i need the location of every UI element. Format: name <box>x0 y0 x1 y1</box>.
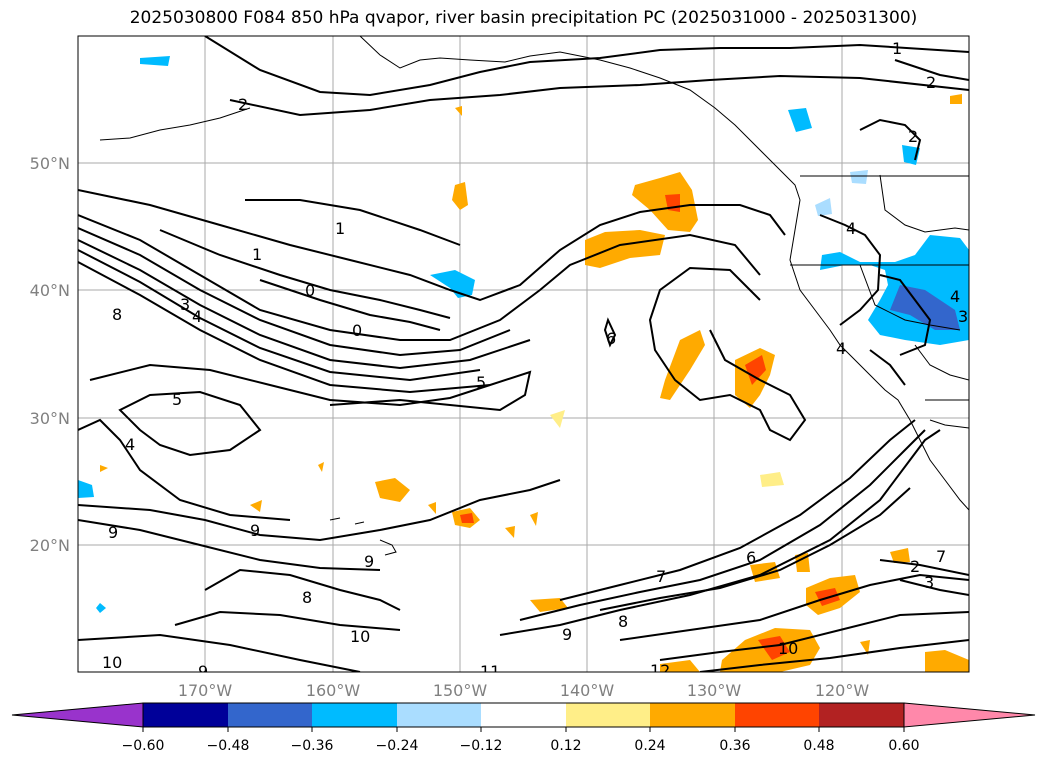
contour-label: 0 <box>305 281 315 300</box>
map-area <box>78 36 969 672</box>
colorbar-tick-label: −0.60 <box>122 738 165 754</box>
latitude-labels: 50°N 40°N 30°N 20°N <box>30 154 70 555</box>
contour-label: 1 <box>252 245 262 264</box>
contour-label: 3 <box>958 307 968 326</box>
lon-label-140w: 140°W <box>560 681 615 700</box>
contour-label: 9 <box>198 662 208 681</box>
contour-label: 9 <box>250 521 260 540</box>
contour-label: 3 <box>924 573 934 592</box>
contour-label: 11 <box>480 662 500 681</box>
lat-label-20n: 20°N <box>30 536 70 555</box>
contour-label: 2 <box>910 557 920 576</box>
contour-label: 12 <box>650 661 670 680</box>
contour-label: 8 <box>302 588 312 607</box>
lon-label-160w: 160°W <box>306 681 361 700</box>
contour-label: 5 <box>476 373 486 392</box>
contour-label: 2 <box>238 95 248 114</box>
colorbar-bin <box>819 703 904 727</box>
contour-label: 5 <box>172 390 182 409</box>
colorbar-bin <box>397 703 481 727</box>
contour-labels: 1 2 2 2 1 0 0 3 4 8 5 5 4 6 9 9 9 8 10 1… <box>102 39 968 681</box>
contour-label: 1 <box>892 39 902 58</box>
colorbar-bin <box>650 703 735 727</box>
colorbar-tick-label: 0.36 <box>719 738 750 754</box>
contour-label: 7 <box>936 547 946 566</box>
contour-label: 1 <box>335 219 345 238</box>
map-border <box>77 35 970 673</box>
colorbar: −0.60 −0.48 −0.36 −0.24 −0.12 0.12 0.24 … <box>11 702 1036 754</box>
colorbar-tick-label: −0.24 <box>376 738 419 754</box>
colorbar-tick-label: 0.60 <box>888 738 919 754</box>
colorbar-bin <box>735 703 819 727</box>
colorbar-tick-marks <box>142 727 905 732</box>
lat-label-40n: 40°N <box>30 281 70 300</box>
contour-label: 2 <box>908 127 918 146</box>
colorbar-tick-label: 0.24 <box>634 738 665 754</box>
contour-label: 8 <box>618 612 628 631</box>
colorbar-tick-label: 0.12 <box>550 738 581 754</box>
longitude-labels: 170°W 160°W 150°W 140°W 130°W 120°W <box>178 681 870 700</box>
contour-label: 10 <box>778 639 798 658</box>
map-title: 2025030800 F084 850 hPa qvapor, river ba… <box>129 8 918 28</box>
contour-label: 4 <box>192 307 202 326</box>
coastlines <box>99 36 969 556</box>
contour-label: 9 <box>562 625 572 644</box>
contour-label: 10 <box>350 627 370 646</box>
colorbar-bin <box>228 703 312 727</box>
contour-label: 4 <box>125 435 135 454</box>
contour-label: 3 <box>180 295 190 314</box>
colorbar-tick-label: 0.48 <box>803 738 834 754</box>
contour-label: 9 <box>108 523 118 542</box>
lat-label-30n: 30°N <box>30 409 70 428</box>
contour-label: 6 <box>606 329 616 348</box>
colorbar-over-triangle <box>903 702 1036 728</box>
contour-label: 9 <box>364 552 374 571</box>
contour-label: 4 <box>846 219 856 238</box>
lon-label-170w: 170°W <box>178 681 233 700</box>
contour-label: 0 <box>352 321 362 340</box>
lon-label-130w: 130°W <box>687 681 742 700</box>
lat-label-50n: 50°N <box>30 154 70 173</box>
contour-label: 7 <box>656 567 666 586</box>
contour-label: 8 <box>112 305 122 324</box>
colorbar-bin <box>481 703 566 727</box>
contour-label: 6 <box>746 548 756 567</box>
gridlines <box>78 36 969 672</box>
contour-label: 4 <box>950 287 960 306</box>
colorbar-bin <box>143 703 228 727</box>
contour-label: 4 <box>836 339 846 358</box>
precipitation-fill <box>78 56 969 672</box>
contour-label: 10 <box>102 653 122 672</box>
colorbar-bin <box>566 703 650 727</box>
colorbar-under-triangle <box>11 702 144 728</box>
colorbar-bin <box>312 703 397 727</box>
qvapor-contours <box>78 36 969 672</box>
colorbar-frame <box>142 702 905 728</box>
lon-label-150w: 150°W <box>433 681 488 700</box>
contour-label: 2 <box>926 73 936 92</box>
colorbar-tick-label: −0.12 <box>460 738 503 754</box>
lon-label-120w: 120°W <box>815 681 870 700</box>
colorbar-tick-label: −0.36 <box>291 738 334 754</box>
colorbar-tick-label: −0.48 <box>207 738 250 754</box>
